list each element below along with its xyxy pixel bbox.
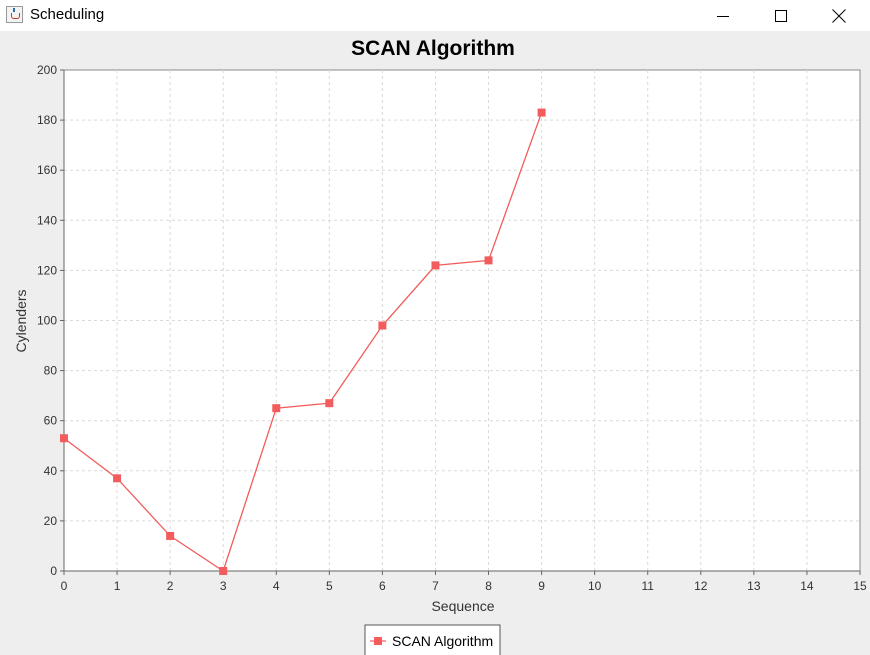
x-axis-label: Sequence: [431, 598, 494, 614]
y-tick-label: 100: [37, 314, 57, 328]
series-line: [63, 112, 543, 573]
legend-marker: [374, 637, 382, 645]
java-cup-icon[interactable]: [6, 6, 23, 23]
legend-box: [364, 624, 501, 655]
data-point: [378, 321, 387, 330]
maximize-icon: [775, 9, 787, 22]
y-tick-label: 20: [44, 514, 58, 528]
y-tick-label: 80: [44, 364, 58, 378]
data-point: [219, 567, 228, 575]
data-point: [325, 399, 334, 408]
y-tick-label: 40: [44, 464, 58, 478]
series-layer: [60, 108, 546, 575]
x-tick-label: 4: [273, 579, 280, 593]
legend: SCAN Algorithm: [364, 624, 501, 655]
x-tick-label: 13: [747, 579, 761, 593]
x-tick-label: 0: [61, 579, 68, 593]
window-title: Scheduling: [30, 6, 105, 23]
x-tick-label: 6: [379, 579, 386, 593]
x-tick-label: 8: [485, 579, 492, 593]
x-tick-label: 2: [167, 579, 174, 593]
y-tick-label: 0: [50, 564, 57, 578]
minimize-icon: [717, 15, 729, 17]
data-point: [113, 474, 122, 483]
y-tick-label: 120: [37, 263, 57, 277]
x-tick-label: 9: [538, 579, 545, 593]
close-button[interactable]: [810, 0, 868, 31]
close-icon: [832, 8, 846, 23]
x-tick-label: 5: [326, 579, 333, 593]
data-point: [60, 434, 68, 443]
maximize-button[interactable]: [752, 0, 810, 31]
x-tick-label: 11: [641, 579, 654, 593]
data-point: [431, 261, 440, 270]
x-tick-label: 14: [800, 579, 814, 593]
y-tick-label: 140: [37, 213, 57, 227]
chart-area: SCAN Algorithm 0 1 2 3 4 5 6 7 8 9 10 11 12 13 14 15020…: [13, 37, 867, 655]
axes: 0 1 2 3 4 5 6 7 8 9 10 11 12 13 14 15020406080100120140…: [37, 63, 867, 593]
y-axis-label: Cylenders: [13, 289, 29, 352]
minimize-button[interactable]: [694, 0, 752, 31]
chart-title: SCAN Algorithm: [351, 37, 515, 60]
y-tick-label: 160: [37, 163, 57, 177]
x-tick-label: 1: [114, 579, 121, 593]
x-tick-label: 15: [853, 579, 867, 593]
grid-lines: [64, 70, 860, 571]
x-tick-label: 12: [694, 579, 708, 593]
data-point: [537, 108, 546, 117]
title-bar: Scheduling: [0, 0, 870, 31]
legend-label: SCAN Algorithm: [392, 633, 493, 649]
data-point: [484, 256, 493, 265]
x-tick-label: 10: [588, 579, 602, 593]
y-tick-label: 60: [44, 414, 58, 428]
y-tick-label: 180: [37, 113, 57, 127]
data-point: [272, 404, 281, 413]
x-tick-label: 3: [220, 579, 227, 593]
x-tick-label: 7: [432, 579, 439, 593]
y-tick-label: 200: [37, 63, 57, 77]
data-point: [166, 531, 175, 540]
